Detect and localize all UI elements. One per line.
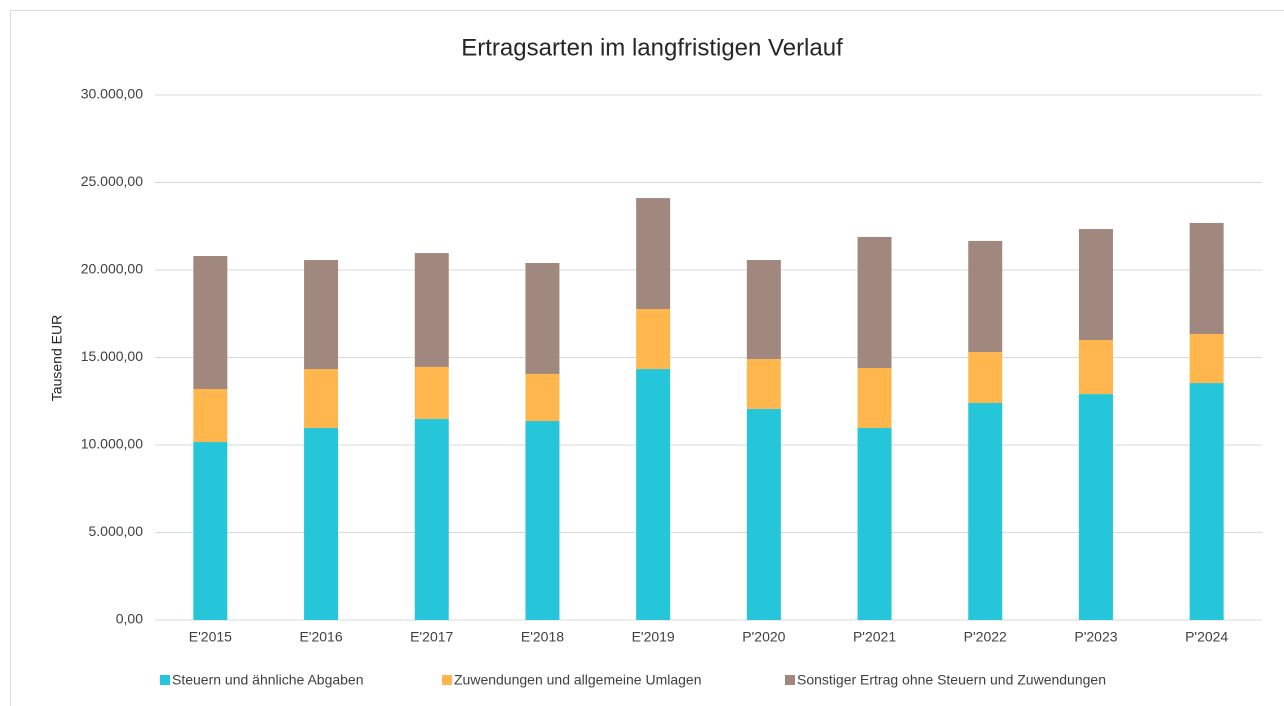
y-tick-label: 20.000,00 — [81, 261, 143, 277]
bar-segment — [1078, 394, 1113, 620]
bar-segment — [525, 421, 560, 620]
legend-label: Sonstiger Ertrag ohne Steuern und Zuwend… — [797, 672, 1106, 688]
bar-segment — [414, 253, 449, 367]
bar-segment — [857, 236, 892, 368]
chart-title: Ertragsarten im langfristigen Verlauf — [461, 34, 843, 61]
legend-label: Steuern und ähnliche Abgaben — [172, 672, 364, 688]
x-tick-label: P'2024 — [1185, 629, 1228, 645]
bar-segment — [1189, 383, 1224, 620]
x-tick-label: E'2019 — [632, 629, 675, 645]
bar-segment — [746, 260, 781, 360]
bar-segment — [304, 428, 339, 620]
bar-segment — [414, 418, 449, 620]
bar-segment — [414, 366, 449, 419]
legend-swatch — [785, 675, 795, 685]
bar-segment — [1189, 334, 1224, 384]
bar-segment — [636, 369, 671, 620]
y-tick-label: 25.000,00 — [81, 173, 143, 189]
bar-segment — [857, 428, 892, 620]
x-tick-label: E'2016 — [299, 629, 342, 645]
y-tick-label: 5.000,00 — [89, 523, 144, 539]
x-tick-label: E'2018 — [521, 629, 564, 645]
bar-segment — [1189, 222, 1224, 335]
bar-segment — [636, 198, 671, 310]
y-tick-label: 30.000,00 — [81, 86, 143, 102]
bar-segment — [525, 373, 560, 422]
x-tick-label: P'2020 — [742, 629, 785, 645]
x-tick-label: E'2015 — [189, 629, 232, 645]
y-tick-label: 10.000,00 — [81, 436, 143, 452]
legend-label: Zuwendungen und allgemeine Umlagen — [454, 672, 702, 688]
bar-segment — [746, 408, 781, 620]
y-tick-label: 0,00 — [116, 611, 143, 627]
y-tick-label: 15.000,00 — [81, 348, 143, 364]
y-axis-label: Tausend EUR — [49, 315, 65, 401]
bar-segment — [968, 240, 1003, 353]
legend-swatch — [160, 675, 170, 685]
x-tick-label: P'2021 — [853, 629, 896, 645]
bar-segment — [968, 352, 1003, 403]
bar-segment — [193, 442, 228, 620]
x-tick-label: P'2022 — [964, 629, 1007, 645]
x-tick-label: P'2023 — [1074, 629, 1117, 645]
legend-swatch — [442, 675, 452, 685]
bar-segment — [193, 256, 228, 389]
chart-frame — [10, 10, 1284, 706]
bar-segment — [304, 260, 339, 370]
bar-segment — [525, 263, 560, 374]
bar-segment — [193, 389, 228, 443]
bar-segment — [857, 368, 892, 429]
bar-segment — [746, 359, 781, 409]
bar-segment — [636, 309, 671, 370]
x-tick-label: E'2017 — [410, 629, 453, 645]
bar-segment — [304, 369, 339, 429]
bar-segment — [968, 403, 1003, 620]
bar-segment — [1078, 229, 1113, 340]
bar-segment — [1078, 340, 1113, 395]
